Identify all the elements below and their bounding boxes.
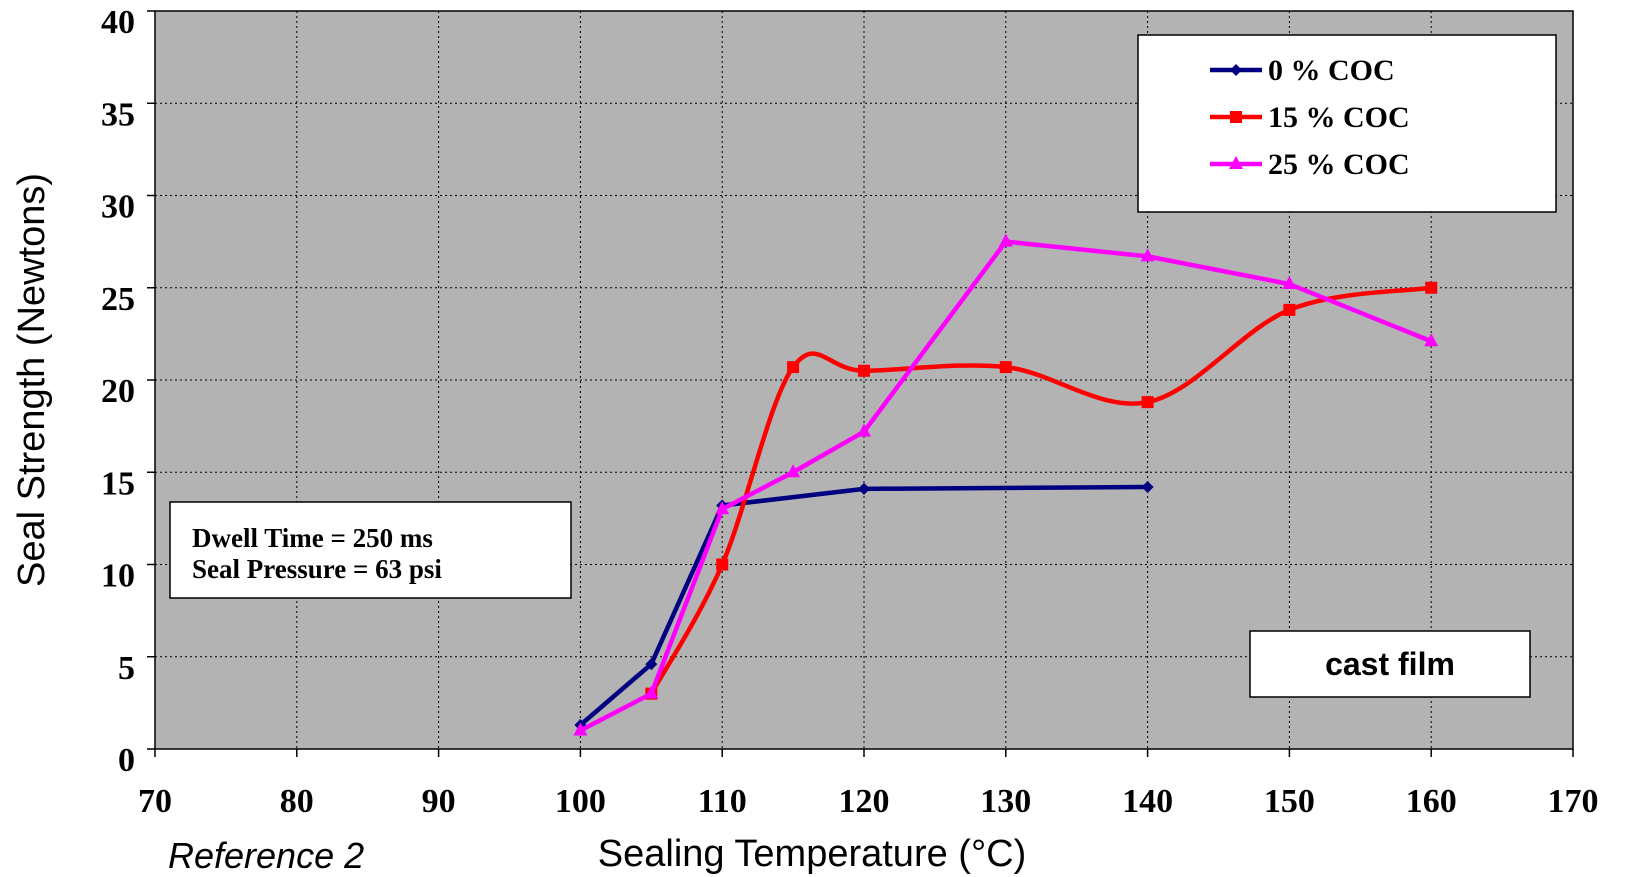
film-label-frame: [1249, 630, 1531, 698]
series-group: [573, 233, 1439, 736]
data-point-15-coc: [999, 361, 1012, 374]
data-point-15-coc: [858, 364, 870, 377]
seal-pressure-note: Seal Pressure = 63 psi: [192, 554, 442, 584]
legend-marker: [1230, 64, 1242, 76]
x-tick-label: 90: [422, 783, 456, 820]
data-point-25-coc: [1424, 333, 1439, 347]
legend-item-0-coc: 0 % COC: [1210, 54, 1395, 87]
y-tick-label: 20: [101, 373, 135, 410]
x-tick-label: 110: [698, 783, 747, 820]
data-point-15-coc: [716, 558, 729, 571]
y-tick-label: 15: [101, 465, 135, 502]
data-point-15-coc: [1425, 281, 1438, 294]
y-tick-label: 25: [101, 281, 135, 318]
data-point-25-coc: [573, 722, 588, 736]
y-tick-label: 35: [101, 96, 135, 133]
data-point-15-coc: [1141, 396, 1154, 409]
x-tick-label: 170: [1548, 783, 1599, 820]
axes: 70 80 90 100 110 120 130 140 150 160 170 0 5 10 15 20 25…: [101, 4, 1599, 820]
data-point-25-coc: [786, 464, 801, 478]
data-point-25-coc: [715, 501, 730, 515]
data-point-25-coc: [857, 423, 871, 437]
y-tick-label: 10: [101, 558, 135, 595]
data-point-25-coc: [1282, 276, 1297, 290]
data-point-15-coc: [787, 361, 800, 374]
legend-item-15-coc: 15 % COC: [1210, 101, 1410, 134]
x-tick-label: 150: [1264, 783, 1315, 820]
legend-marker: [1229, 156, 1243, 169]
x-tick-label: 130: [980, 783, 1031, 820]
y-tick-label: 40: [101, 4, 135, 41]
data-point-0-coc: [645, 658, 658, 671]
x-tick-label: 80: [280, 783, 314, 820]
legend: 0 % COC 15 % COC 25 % COC: [1137, 34, 1557, 213]
series-25-coc: [573, 233, 1439, 736]
conditions-box-frame: [169, 501, 572, 599]
dwell-time-note: Dwell Time = 250 ms: [192, 523, 433, 553]
film-label: cast film: [1325, 646, 1455, 682]
conditions-box: Dwell Time = 250 ms Seal Pressure = 63 p…: [169, 501, 572, 599]
legend-item-25-coc: 25 % COC: [1210, 148, 1410, 181]
data-point-0-coc: [1141, 481, 1154, 494]
data-point-15-coc: [1283, 303, 1296, 316]
x-tick-label: 140: [1122, 783, 1173, 820]
data-point-0-coc: [858, 482, 870, 495]
x-axis-title: Sealing Temperature (°C): [598, 833, 1026, 875]
data-point-25-coc: [644, 685, 659, 699]
data-point-25-coc: [998, 233, 1013, 247]
legend-box: [1137, 34, 1557, 213]
legend-label: 0 % COC: [1268, 54, 1395, 87]
y-tick-label: 30: [101, 189, 135, 226]
data-point-25-coc: [1140, 248, 1155, 262]
y-tick-label: 0: [118, 742, 135, 779]
x-tick-label: 100: [555, 783, 606, 820]
legend-marker: [1230, 111, 1242, 123]
y-tick-label: 5: [118, 650, 135, 687]
y-axis-title: Seal Strength (Newtons): [11, 173, 53, 587]
x-tick-label: 160: [1406, 783, 1457, 820]
series-line-15-coc: [649, 285, 1432, 695]
legend-items: 0 % COC 15 % COC 25 % COC: [1210, 54, 1410, 181]
reference-note: Reference 2: [168, 835, 364, 876]
legend-label: 25 % COC: [1268, 148, 1410, 181]
legend-label: 15 % COC: [1268, 101, 1410, 134]
x-tick-label: 120: [839, 783, 890, 820]
x-tick-label: 70: [138, 783, 172, 820]
film-label-box: cast film: [1249, 630, 1531, 698]
